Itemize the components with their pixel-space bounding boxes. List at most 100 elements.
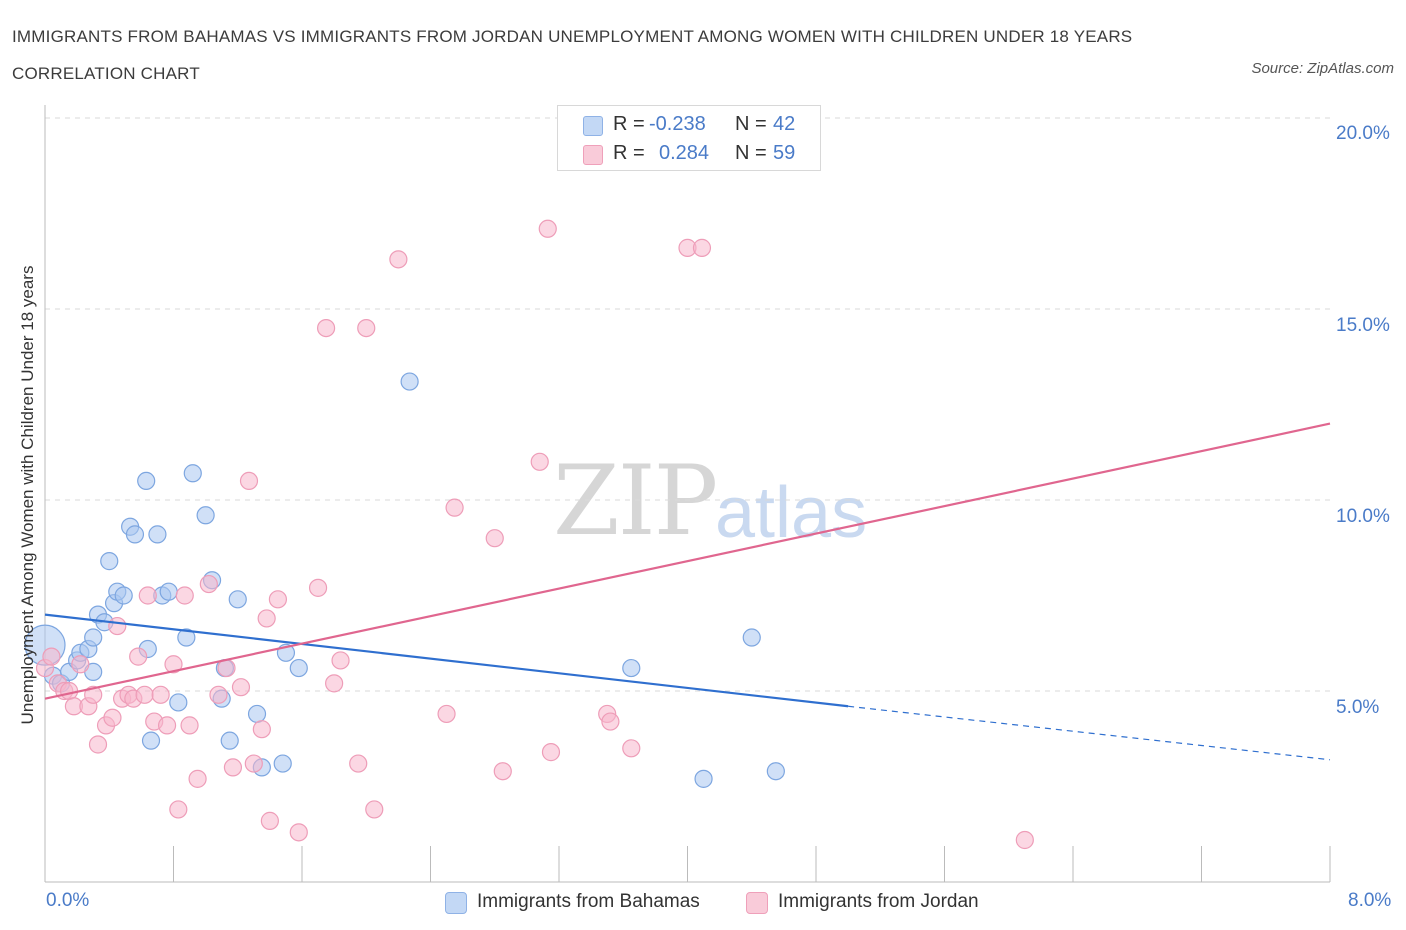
- legend-item-bahamas[interactable]: Immigrants from Bahamas: [445, 888, 735, 916]
- jordan-point: [42, 647, 61, 666]
- bahamas-point: [228, 590, 247, 609]
- r-value: 0.284: [659, 142, 710, 164]
- jordan-point: [538, 219, 557, 238]
- bahamas-point: [196, 506, 215, 525]
- jordan-point: [180, 716, 199, 735]
- jordan-swatch: [583, 145, 603, 165]
- jordan-point: [84, 685, 103, 704]
- bahamas-point: [622, 658, 641, 678]
- watermark-zip: ZIP: [553, 445, 718, 557]
- n-label: N =: [735, 142, 767, 164]
- bahamas-point: [84, 628, 103, 647]
- bahamas-point: [137, 471, 156, 490]
- x-tick-label-max: 8.0%: [1348, 890, 1392, 911]
- jordan-point: [389, 250, 408, 269]
- bahamas-point: [148, 525, 167, 544]
- bahamas-point: [177, 628, 196, 647]
- jordan-point: [157, 716, 177, 735]
- source-label: Source: ZipAtlas.com: [1251, 60, 1394, 77]
- jordan-point: [164, 655, 183, 674]
- jordan-point: [88, 735, 108, 754]
- jordan-point: [175, 586, 194, 605]
- bahamas-point: [159, 582, 178, 601]
- jordan-legend-swatch: [746, 892, 768, 914]
- jordan-point: [289, 823, 308, 842]
- jordan-point: [108, 616, 127, 636]
- r-label: R =: [613, 142, 645, 164]
- y-axis-label: Unemployment Among Women with Children U…: [18, 265, 37, 725]
- n-value: 59: [773, 142, 796, 164]
- jordan-point: [692, 238, 712, 257]
- bahamas-trend-extension: [848, 705, 1331, 761]
- jordan-point: [325, 674, 344, 693]
- n-value: 42: [773, 113, 796, 135]
- y-tick-label-10: 10.0%: [1336, 506, 1390, 527]
- jordan-point: [169, 800, 188, 819]
- jordan-point: [349, 754, 368, 773]
- jordan-point: [138, 586, 157, 605]
- bahamas-point: [400, 372, 419, 391]
- jordan-point: [1015, 830, 1034, 850]
- jordan-point: [493, 762, 512, 781]
- jordan-point: [445, 498, 464, 517]
- bahamas-point: [169, 693, 188, 712]
- jordan-trend-line: [44, 422, 1331, 700]
- y-tick-label-20: 20.0%: [1336, 123, 1390, 144]
- jordan-point: [209, 685, 228, 704]
- jordan-point: [308, 578, 328, 597]
- jordan-point: [622, 739, 641, 758]
- y-tick-label-5: 5.0%: [1336, 697, 1380, 718]
- jordan-point: [199, 574, 218, 594]
- jordan-point: [316, 319, 336, 338]
- jordan-point: [59, 681, 79, 701]
- jordan-point: [530, 452, 549, 471]
- jordan-point: [357, 319, 376, 338]
- n-label: N =: [735, 113, 767, 135]
- jordan-point: [437, 704, 456, 724]
- jordan-point: [257, 609, 276, 628]
- jordan-point: [268, 590, 288, 609]
- jordan-point: [188, 769, 207, 788]
- bahamas-swatch: [583, 116, 603, 136]
- bahamas-legend-swatch: [445, 892, 467, 914]
- bahamas-point: [694, 769, 713, 788]
- bahamas-point: [289, 658, 308, 678]
- bahamas-point: [183, 464, 202, 483]
- r-value: -0.238: [649, 113, 706, 135]
- jordan-point: [541, 743, 561, 762]
- jordan-point: [223, 758, 243, 777]
- jordan-point: [244, 754, 263, 773]
- jordan-point: [103, 708, 122, 727]
- jordan-point: [260, 811, 279, 830]
- jordan-legend-label: Immigrants from Jordan: [778, 891, 979, 912]
- bahamas-point: [125, 525, 145, 544]
- bahamas-point: [247, 704, 267, 724]
- jordan-point: [485, 529, 504, 548]
- jordan-point: [252, 720, 271, 739]
- bahamas-point: [114, 586, 133, 605]
- correlation-legend: R = -0.238 N = 42 R = 0.284 N = 59: [557, 105, 821, 171]
- jordan-point: [71, 655, 90, 674]
- y-tick-label-15: 15.0%: [1336, 315, 1390, 336]
- jordan-point: [151, 685, 170, 704]
- jordan-point: [331, 651, 350, 670]
- jordan-point: [231, 678, 251, 697]
- bahamas-point: [141, 731, 161, 750]
- r-label: R =: [613, 113, 645, 135]
- chart-title: IMMIGRANTS FROM BAHAMAS VS IMMIGRANTS FR…: [12, 27, 1133, 83]
- jordan-point: [365, 800, 384, 819]
- x-tick-label-min: 0.0%: [46, 890, 90, 911]
- bahamas-point: [742, 628, 761, 647]
- jordan-point: [239, 471, 259, 490]
- bahamas-point: [220, 731, 239, 750]
- bahamas-trend-line: [44, 613, 849, 708]
- bahamas-point: [273, 754, 292, 773]
- bahamas-legend-label: Immigrants from Bahamas: [477, 891, 700, 912]
- jordan-point: [135, 685, 154, 704]
- legend-item-jordan[interactable]: Immigrants from Jordan: [746, 888, 1016, 916]
- bahamas-point: [100, 552, 119, 571]
- bahamas-point: [766, 762, 785, 781]
- jordan-point: [601, 712, 620, 731]
- jordan-point: [129, 647, 148, 666]
